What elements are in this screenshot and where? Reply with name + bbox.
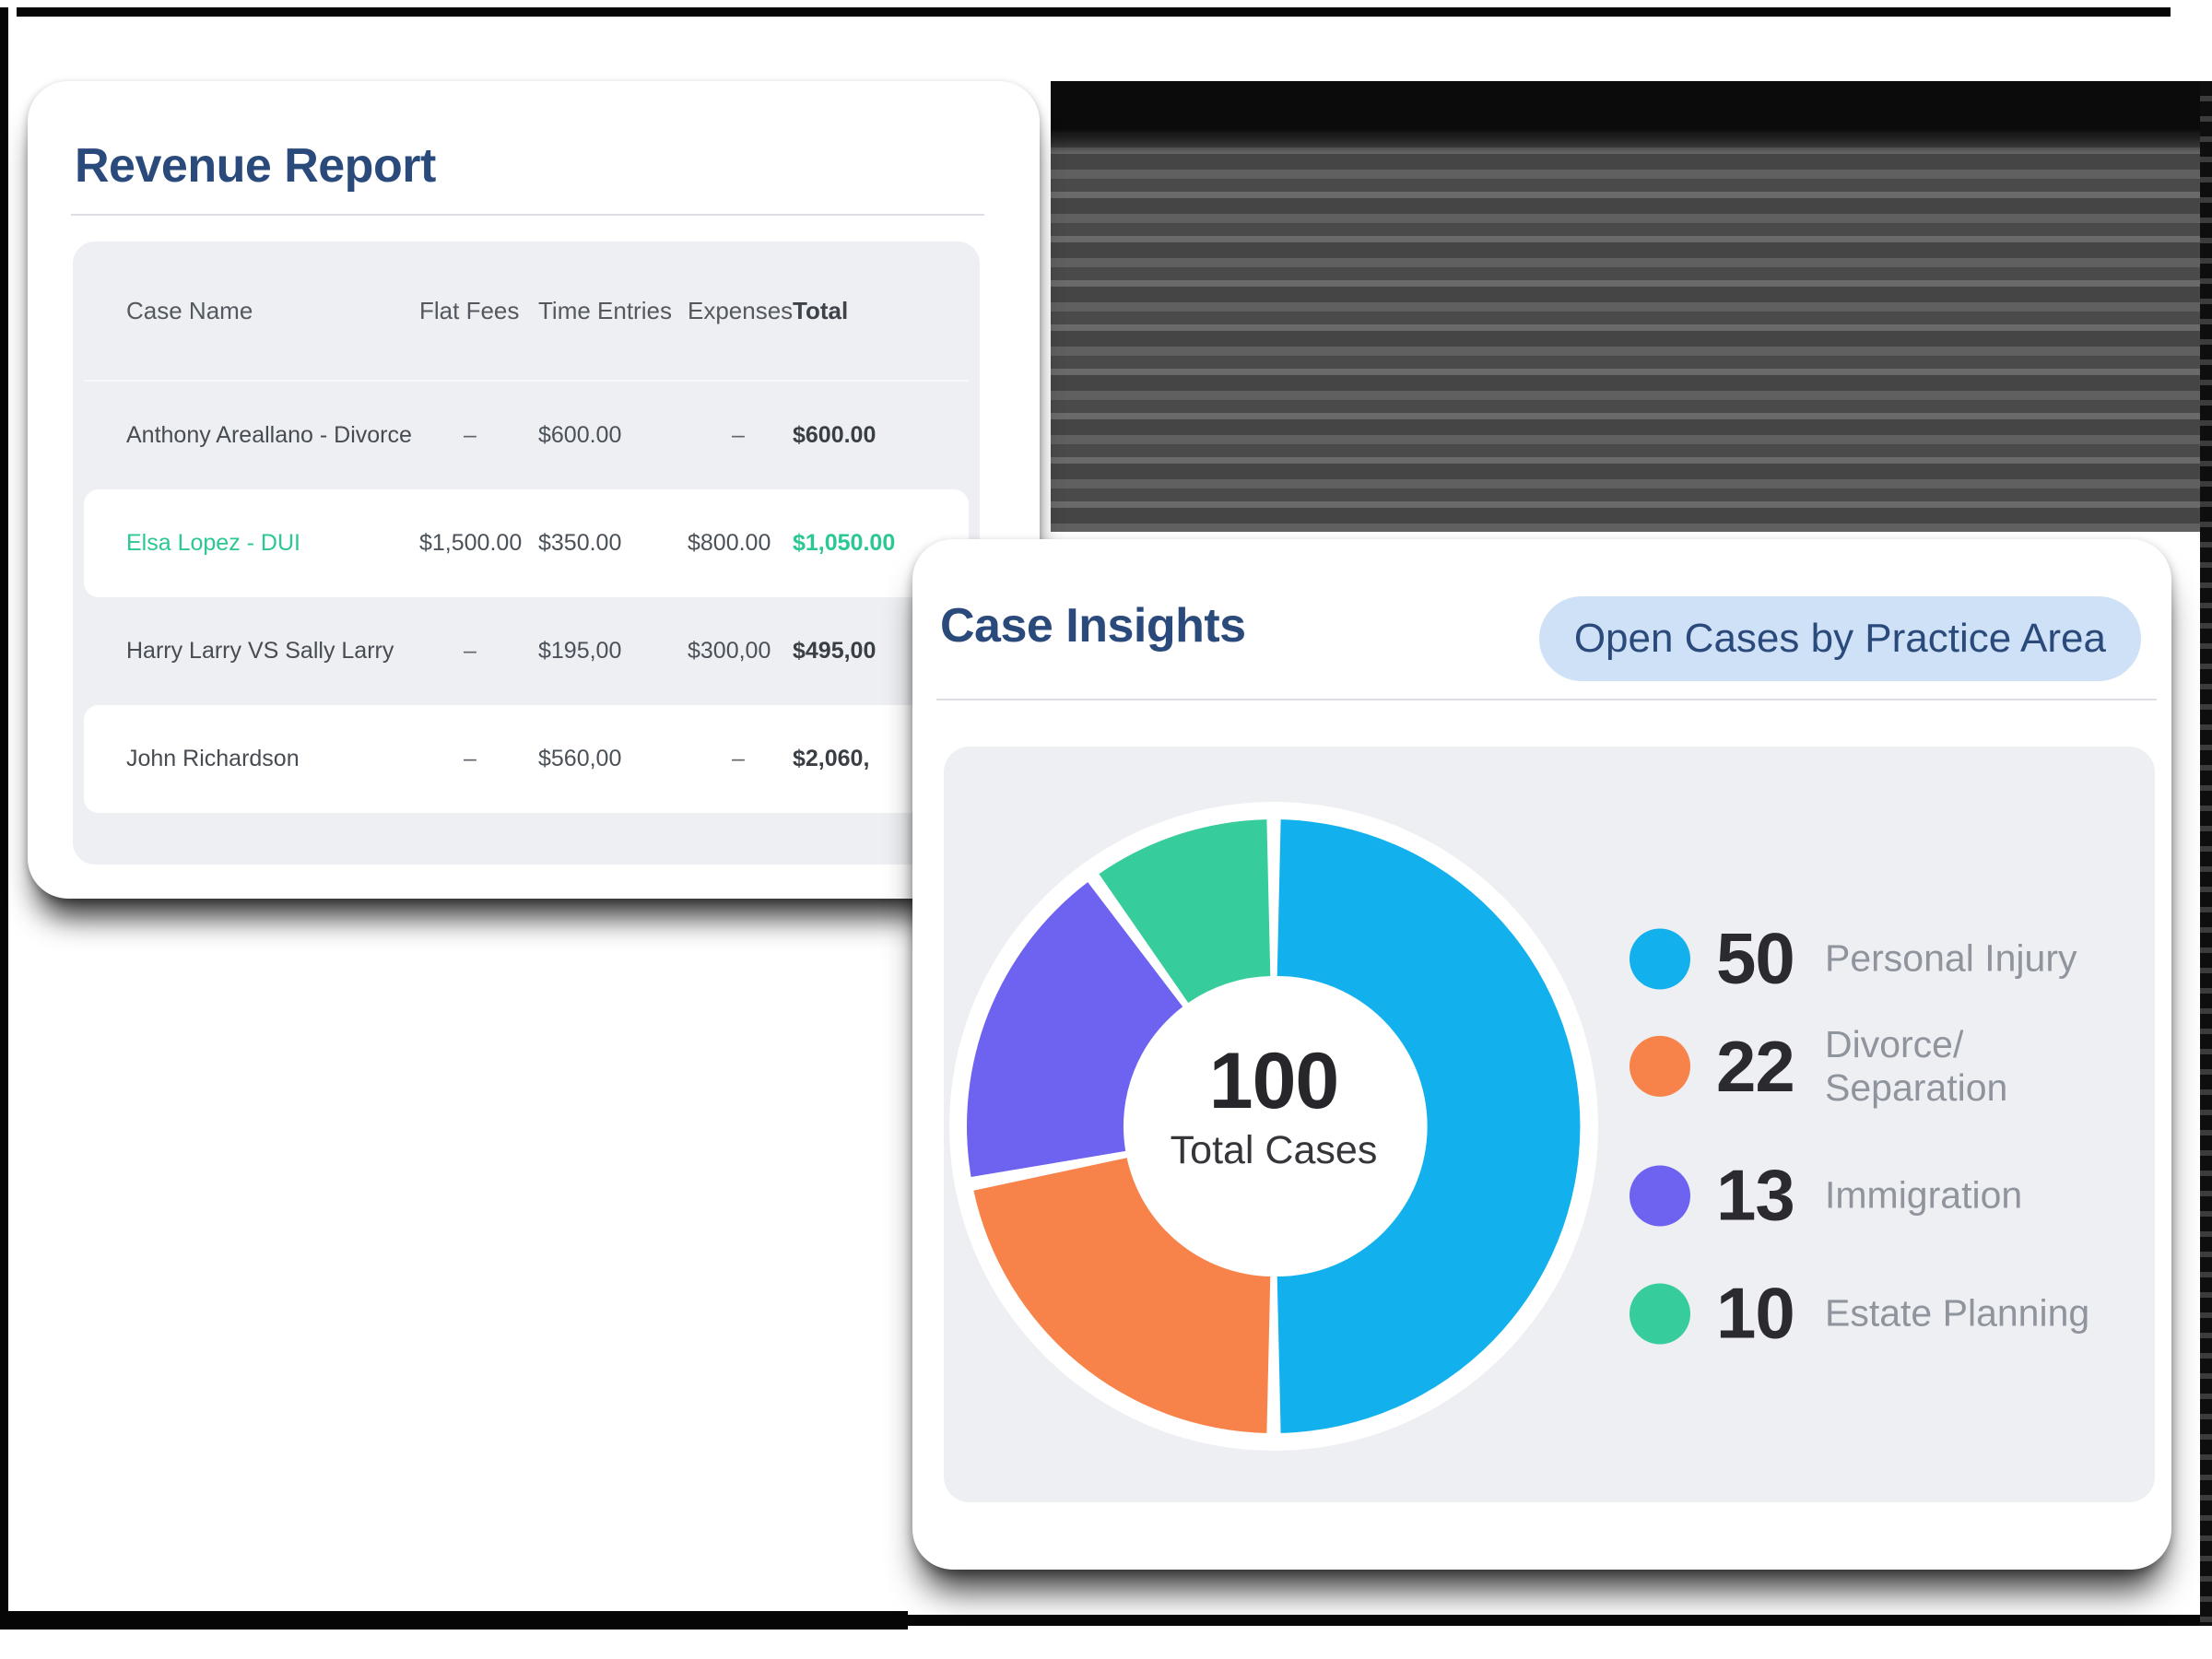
- legend-value: 10: [1716, 1272, 1795, 1354]
- donut-segment-divorce-separation: [973, 1158, 1271, 1433]
- title-divider: [936, 699, 2157, 700]
- legend-value: 22: [1716, 1025, 1795, 1107]
- render-artifact-stripe-band: [1051, 81, 2201, 532]
- legend-value: 50: [1716, 917, 1795, 999]
- column-header-flat-fees: Flat Fees: [419, 296, 520, 324]
- chart-legend: 50 Personal Injury 22 Divorce/Separation 13 I…: [1608, 747, 2155, 1502]
- total-cell: $495,00: [793, 638, 877, 664]
- table-row-anthony-areallano-divorce[interactable]: Anthony Areallano - Divorce – $600.00 – $600…: [84, 382, 969, 489]
- expenses-cell: $800.00: [688, 530, 771, 556]
- render-artifact-bottom-strip: [0, 1615, 2205, 1626]
- donut-chart: [949, 802, 1598, 1451]
- time-entries-cell: $600.00: [538, 422, 622, 448]
- table-row-john-richardson[interactable]: John Richardson – $560,00 – $2,060,: [84, 705, 969, 813]
- time-entries-cell: $350.00: [538, 530, 622, 556]
- legend-item-divorce-separation: 22 Divorce/Separation: [1608, 1023, 2007, 1110]
- case-name-cell: Elsa Lopez - DUI: [126, 530, 300, 556]
- render-artifact-left-strip: [0, 7, 8, 1627]
- legend-label: Personal Injury: [1825, 936, 2077, 980]
- open-cases-by-practice-area-badge[interactable]: Open Cases by Practice Area: [1538, 596, 2141, 681]
- case-insights-card: Case Insights Open Cases by Practice Are…: [912, 539, 2171, 1570]
- legend-value: 13: [1716, 1154, 1795, 1236]
- total-cell: $1,050.00: [793, 530, 896, 556]
- expenses-cell: –: [732, 746, 745, 771]
- case-insights-title: Case Insights: [940, 599, 1246, 653]
- table-header-row: Case Name Flat Fees Time Entries Expenses To…: [84, 241, 969, 382]
- flat-fees-cell: $1,500.00: [419, 530, 523, 556]
- flat-fees-cell: –: [464, 638, 477, 664]
- legend-label: Divorce/Separation: [1825, 1022, 2008, 1109]
- case-name-cell: Anthony Areallano - Divorce: [126, 422, 412, 448]
- revenue-table-panel: Case Name Flat Fees Time Entries Expenses To…: [73, 241, 980, 865]
- expenses-cell: –: [732, 422, 745, 448]
- legend-dot-personal-injury: [1630, 928, 1690, 989]
- legend-item-estate-planning: 10 Estate Planning: [1608, 1272, 2089, 1356]
- legend-label: Immigration: [1825, 1173, 2023, 1217]
- total-cell: $2,060,: [793, 746, 870, 771]
- flat-fees-cell: –: [464, 746, 477, 771]
- legend-dot-immigration: [1630, 1165, 1690, 1226]
- column-header-expenses: Expenses: [688, 296, 794, 324]
- render-artifact-top-strip: [17, 7, 2171, 17]
- legend-item-immigration: 13 Immigration: [1608, 1154, 2022, 1238]
- revenue-report-card: Revenue Report Case Name Flat Fees Time En…: [28, 81, 1040, 899]
- table-body: Anthony Areallano - Divorce – $600.00 – $600…: [84, 382, 969, 813]
- render-artifact-right-strip: [2200, 81, 2212, 1626]
- case-name-cell: John Richardson: [126, 746, 300, 771]
- legend-dot-estate-planning: [1630, 1283, 1690, 1344]
- revenue-report-title: Revenue Report: [75, 139, 436, 193]
- donut-segment-immigration: [967, 882, 1183, 1177]
- time-entries-cell: $195,00: [538, 638, 622, 664]
- column-header-time-entries: Time Entries: [538, 296, 672, 324]
- expenses-cell: $300,00: [688, 638, 771, 664]
- case-name-cell: Harry Larry VS Sally Larry: [126, 638, 394, 664]
- donut-segment-personal-injury: [1277, 819, 1581, 1433]
- chart-panel: 100 Total Cases 50 Personal Injury 22 Divor…: [944, 747, 2155, 1502]
- time-entries-cell: $560,00: [538, 746, 622, 771]
- table-row-elsa-lopez-dui[interactable]: Elsa Lopez - DUI $1,500.00 $350.00 $800.00 $…: [84, 489, 969, 597]
- column-header-total: Total: [793, 296, 849, 324]
- total-cell: $600.00: [793, 422, 877, 448]
- column-header-case-name: Case Name: [126, 296, 253, 324]
- legend-dot-divorce-separation: [1630, 1036, 1690, 1097]
- table-row-harry-larry-vs-sally-larry[interactable]: Harry Larry VS Sally Larry – $195,00 $300,0…: [84, 597, 969, 705]
- title-divider: [71, 214, 984, 216]
- legend-item-personal-injury: 50 Personal Injury: [1608, 917, 2077, 1001]
- flat-fees-cell: –: [464, 422, 477, 448]
- legend-label: Estate Planning: [1825, 1291, 2090, 1335]
- donut-segment-estate-planning: [1099, 819, 1271, 1003]
